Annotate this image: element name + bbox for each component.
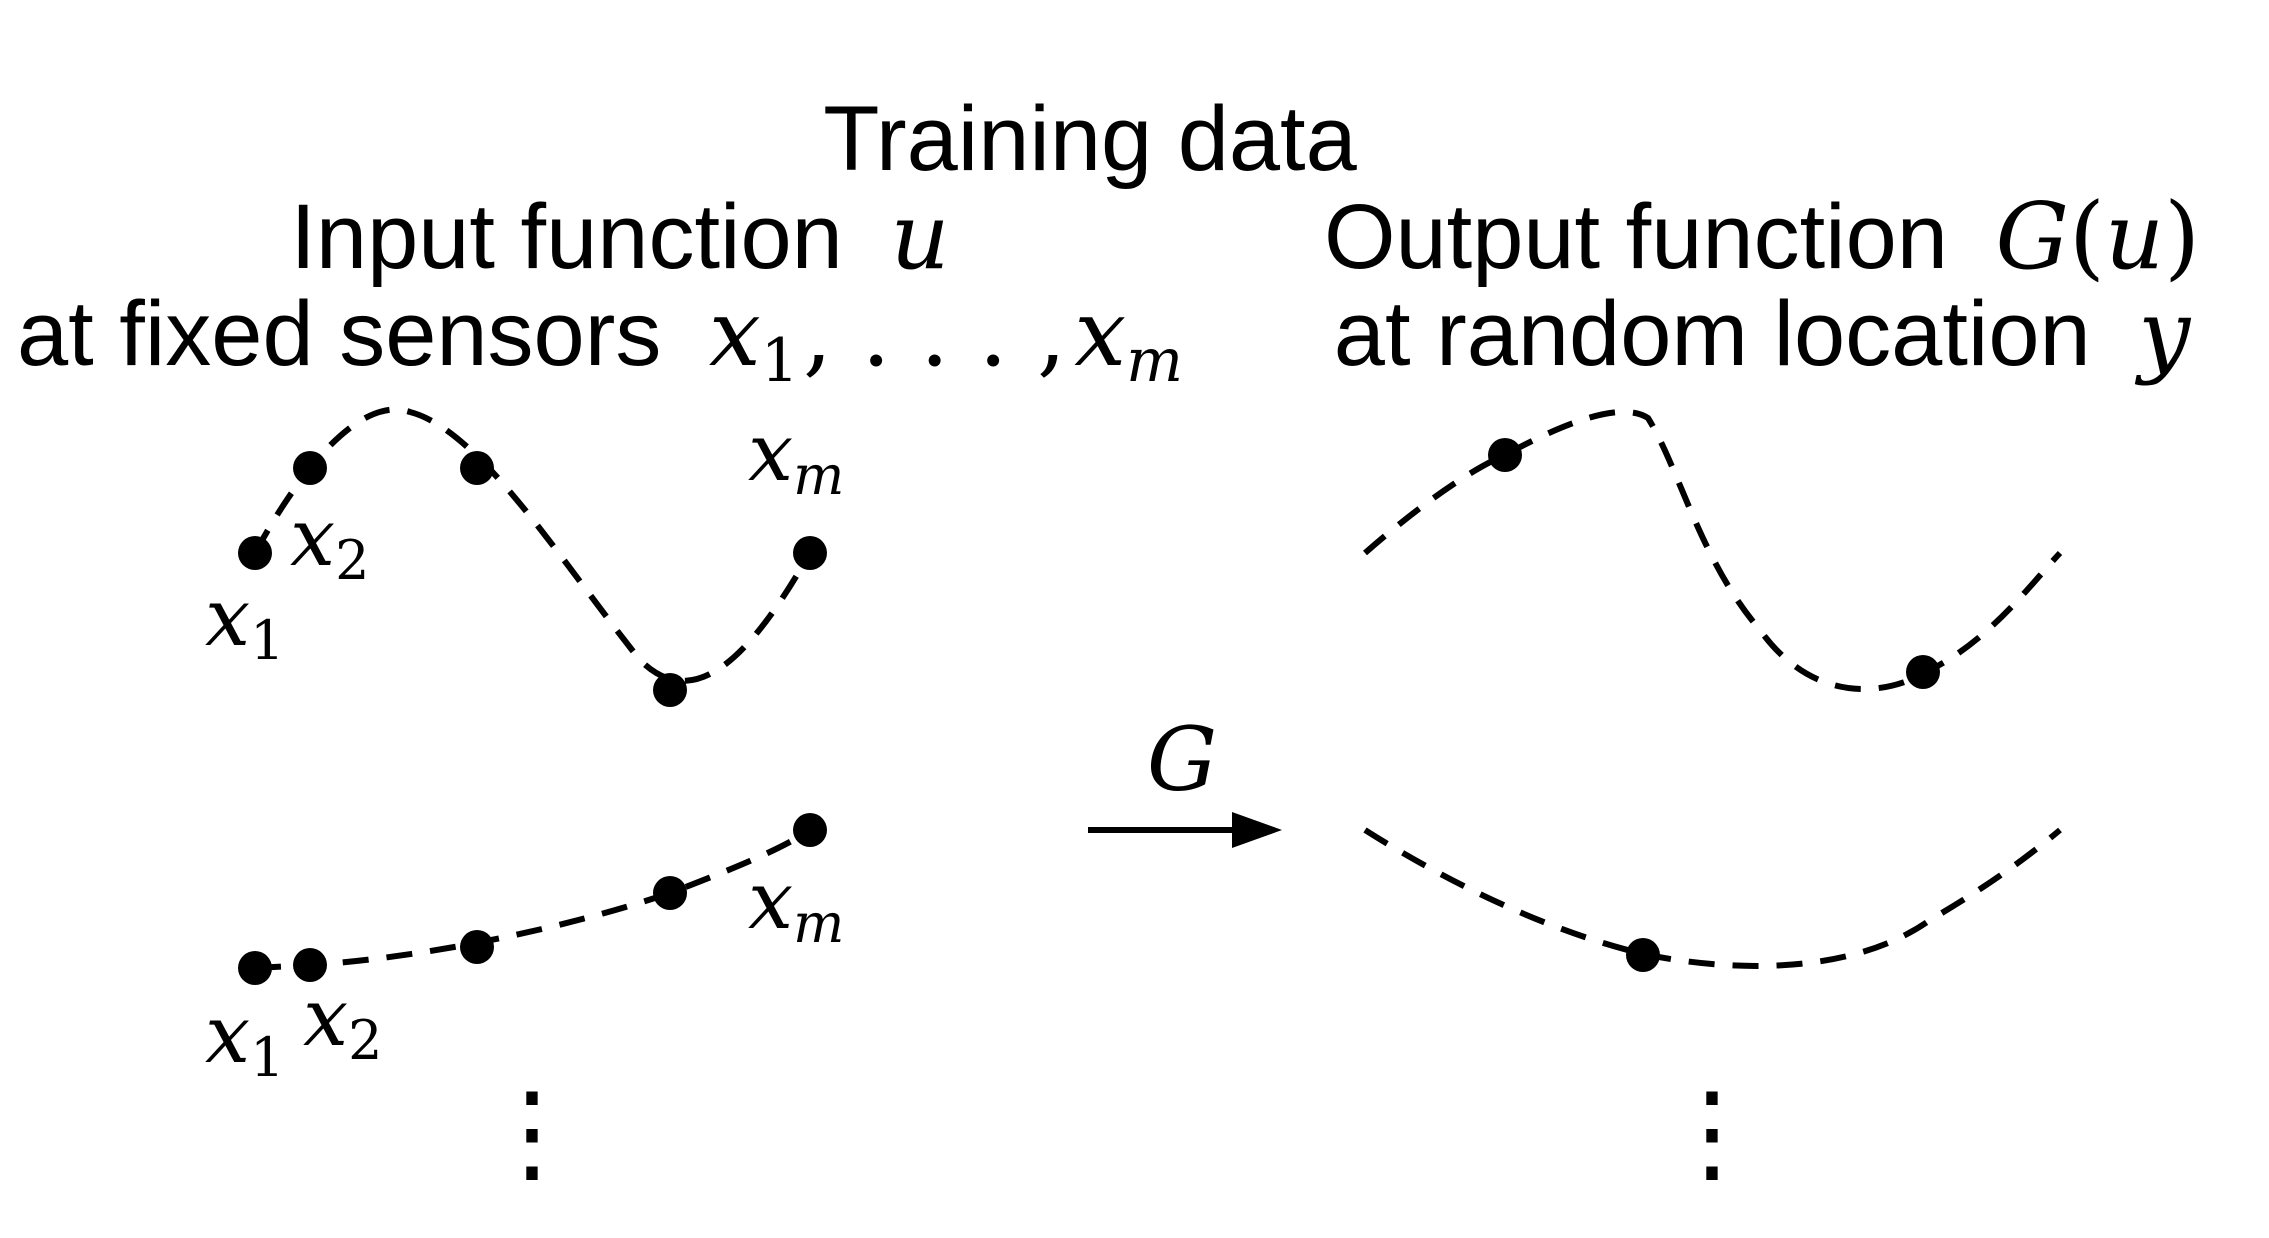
input-curve-1 <box>252 406 813 684</box>
sensor-point <box>238 536 272 570</box>
input-example-2: x1 x2 xm <box>205 813 844 1089</box>
output-curve-1 <box>1363 408 2063 693</box>
input-example-1: x1 x2 xm <box>205 406 844 707</box>
sensor-label-x1: x1 <box>205 571 284 672</box>
sensor-point <box>238 951 272 985</box>
output-curve-2 <box>1363 827 2062 969</box>
vertical-ellipsis-left: ⋮ <box>477 1068 587 1196</box>
fixed-sensors-heading: at fixed sensors x1, . . . ,xm <box>17 280 1183 396</box>
sensor-point <box>293 451 327 485</box>
sensor-point <box>653 673 687 707</box>
sensor-label-xm: xm <box>748 854 844 955</box>
sensor-point <box>793 536 827 570</box>
vertical-ellipsis-right: ⋮ <box>1657 1068 1767 1196</box>
input-function-heading: Input function u <box>290 183 949 290</box>
random-location-heading: at random location y <box>1334 280 2191 387</box>
diagram-title: Training data <box>823 88 1357 190</box>
sensor-label-xm: xm <box>748 406 844 507</box>
output-sample-point <box>1488 438 1522 472</box>
sensor-label-x2: x2 <box>303 971 382 1072</box>
sensor-point <box>460 451 494 485</box>
operator-arrow: G <box>1088 708 1282 848</box>
output-sample-point <box>1626 938 1660 972</box>
sensor-point <box>793 813 827 847</box>
input-curve-2 <box>254 827 812 971</box>
sensor-point <box>653 876 687 910</box>
sensor-label-x2: x2 <box>290 491 369 592</box>
output-example-2 <box>1363 827 2062 972</box>
sensor-point <box>460 930 494 964</box>
output-function-heading: Output function G(u) <box>1324 183 2200 290</box>
operator-label: G <box>1147 708 1217 811</box>
arrow-head <box>1232 812 1282 848</box>
sensor-label-x1: x1 <box>205 988 284 1089</box>
output-example-1 <box>1363 408 2063 693</box>
sensor-point <box>293 948 327 982</box>
output-sample-point <box>1906 655 1940 689</box>
